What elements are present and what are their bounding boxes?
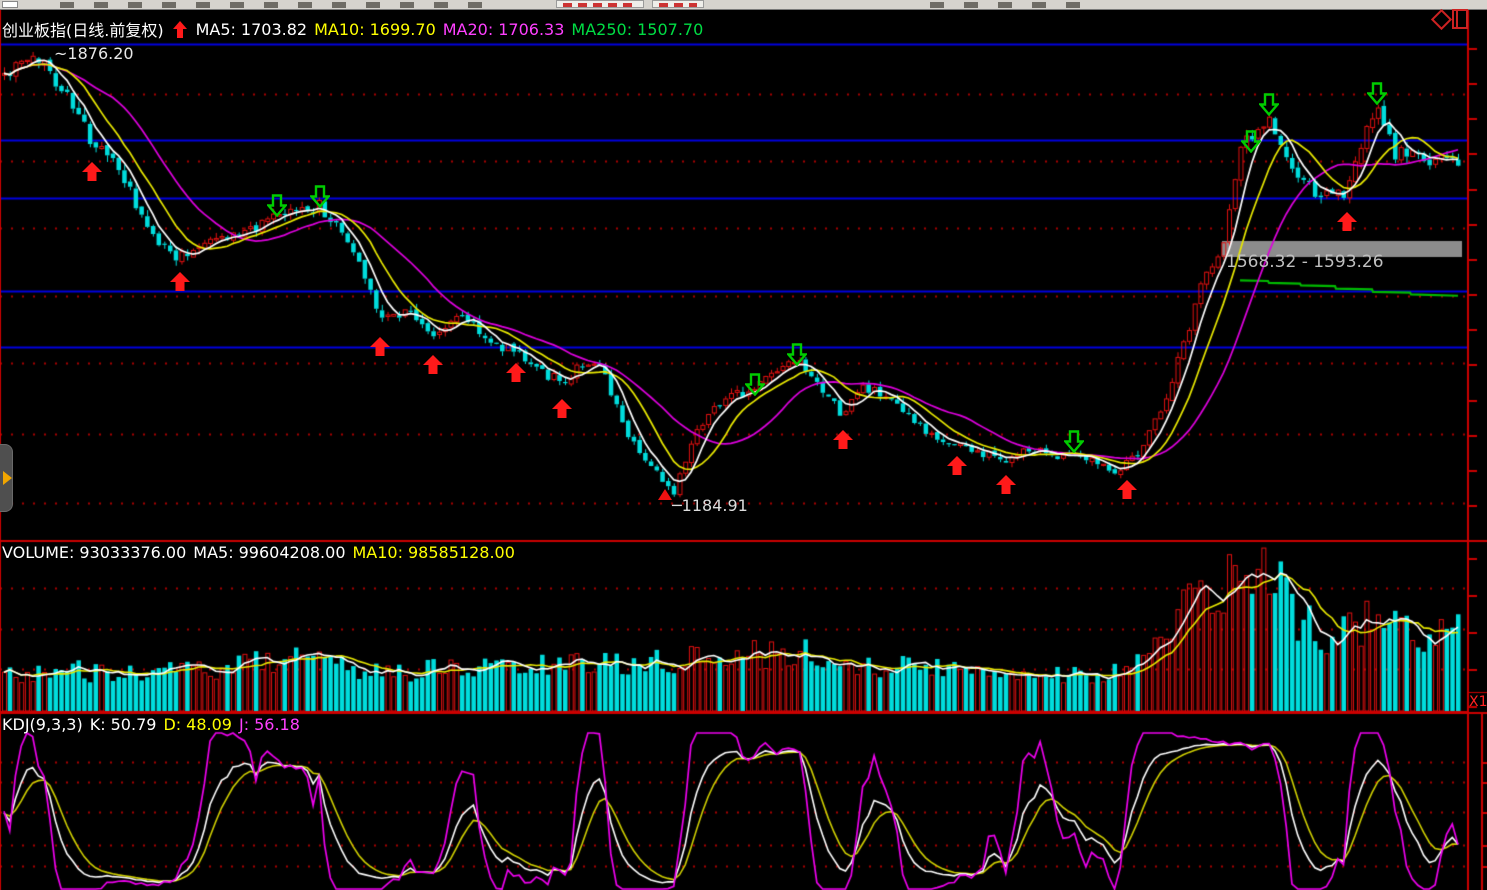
peak-price-label: ~1876.20 <box>54 44 134 63</box>
kdj-name: KDJ(9,3,3) <box>2 715 83 734</box>
buy-signal-arrow <box>82 162 102 181</box>
split-window-icon[interactable] <box>1452 9 1468 29</box>
menu-text-fragments <box>60 2 490 8</box>
k-label: K: <box>89 715 106 734</box>
ma10-label: MA10: <box>314 19 365 39</box>
volume-value: 93033376.00 <box>79 543 187 562</box>
buy-signal-arrow <box>552 399 572 418</box>
chart-title: 创业板指(日线.前复权) <box>2 21 164 40</box>
ma20-label: MA20: <box>442 19 494 39</box>
sell-signal-arrow <box>267 194 287 217</box>
buy-signal-arrow <box>996 475 1016 494</box>
menu-bar[interactable] <box>0 0 1487 10</box>
j-label: J: <box>238 715 250 734</box>
up-arrow-icon <box>172 20 187 38</box>
kdj-panel[interactable] <box>0 713 1468 890</box>
buy-signal-arrow <box>423 355 443 374</box>
sell-signal-arrow <box>1367 82 1387 105</box>
vol-ma10-value: 98585128.00 <box>408 543 515 562</box>
ma20-value: 1706.33 <box>498 19 565 39</box>
sell-signal-arrow <box>1064 430 1084 453</box>
buy-signal-arrow <box>833 430 853 449</box>
gap-range-label: 1568.32 - 1593.26 <box>1226 252 1384 272</box>
ma250-value: 1507.70 <box>637 19 704 39</box>
d-value: 48.09 <box>186 715 232 734</box>
buy-signal-arrow <box>506 363 526 382</box>
window-id-label: X1 <box>1469 694 1487 710</box>
expand-arrow-icon <box>3 471 12 485</box>
low-price-label: ─1184.91 <box>672 496 748 515</box>
low-marker-icon <box>658 489 672 500</box>
vol-ma5-label: MA5: <box>193 543 234 562</box>
menu-quote-button-1[interactable] <box>556 0 644 8</box>
menu-right-fragments <box>930 2 1080 8</box>
sell-signal-arrow <box>310 185 330 208</box>
main-chart-panel[interactable] <box>0 9 1468 540</box>
buy-signal-arrow <box>947 456 967 475</box>
buy-signal-arrow <box>170 272 190 291</box>
volume-header: VOLUME: 93033376.00 MA5: 99604208.00 MA10:… <box>2 543 515 562</box>
vol-ma5-value: 99604208.00 <box>238 543 346 562</box>
kdj-header: KDJ(9,3,3) K: 50.79 D: 48.09 J: 56.18 <box>2 715 300 734</box>
volume-label: VOLUME: <box>2 543 75 562</box>
d-label: D: <box>163 715 182 734</box>
volume-panel[interactable] <box>0 541 1468 712</box>
ma10-value: 1699.70 <box>369 19 436 39</box>
buy-signal-arrow <box>370 337 390 356</box>
buy-signal-arrow <box>1337 212 1357 231</box>
buy-signal-arrow <box>1117 480 1137 499</box>
sell-signal-arrow <box>1259 93 1279 116</box>
app-logo-icon <box>2 1 18 8</box>
ma5-value: 1703.82 <box>240 19 308 39</box>
main-chart-header: 创业板指(日线.前复权) MA5: 1703.82 MA10: 1699.70 MA… <box>2 17 703 41</box>
ma250-label: MA250: <box>571 19 633 39</box>
vol-ma10-label: MA10: <box>352 543 404 562</box>
sell-signal-arrow <box>1241 130 1261 153</box>
j-value: 56.18 <box>254 715 300 734</box>
menu-quote-button-2[interactable] <box>652 0 704 8</box>
ma5-label: MA5: <box>195 19 236 39</box>
panel-collapse-handle[interactable] <box>0 444 13 512</box>
sell-signal-arrow <box>745 373 765 396</box>
k-value: 50.79 <box>110 715 157 734</box>
sell-signal-arrow <box>787 343 807 366</box>
